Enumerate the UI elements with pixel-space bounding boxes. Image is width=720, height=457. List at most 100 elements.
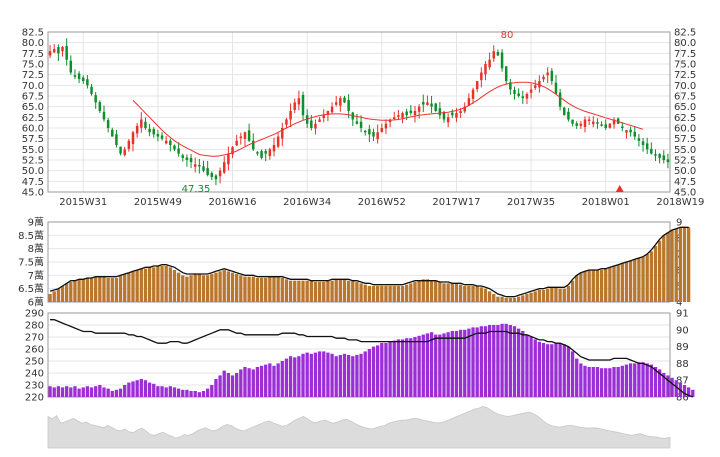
volume-bar — [463, 286, 467, 302]
holders-y-tick-left: 290 — [25, 309, 44, 320]
candle-body — [521, 96, 525, 99]
candle-body — [198, 164, 201, 167]
price-x-tick: 2018W19 — [656, 197, 704, 208]
volume-bar — [264, 278, 268, 302]
candle-body — [214, 175, 218, 180]
candle-body — [575, 123, 578, 126]
candle-body — [61, 46, 64, 52]
holders-bar — [583, 365, 587, 397]
volume-bar — [123, 274, 127, 302]
holders-bar — [682, 385, 687, 397]
holders-y-tick-left: 270 — [25, 333, 44, 344]
holders-bar — [376, 345, 380, 397]
volume-bar — [608, 267, 612, 302]
volume-bar — [554, 287, 558, 302]
volume-bar — [425, 279, 430, 302]
holders-bar — [152, 383, 156, 397]
holders-bar — [363, 351, 367, 397]
volume-bar — [268, 276, 272, 302]
volume-bar — [562, 288, 566, 302]
holders-bar — [168, 386, 172, 397]
candle-body — [334, 102, 338, 105]
price-y-tick-right: 57.5 — [674, 134, 696, 145]
holders-bar — [620, 365, 624, 397]
holders-bar — [251, 369, 255, 397]
holders-bar — [438, 334, 442, 397]
candle-body — [397, 115, 400, 117]
holders-bar — [301, 353, 305, 397]
candle-body — [94, 95, 97, 103]
candle-body — [625, 130, 628, 133]
event-marker-icon — [615, 185, 624, 192]
price-x-tick: 2016W16 — [208, 197, 256, 208]
candle-body — [260, 151, 263, 158]
candle-body — [239, 136, 243, 138]
candle-body — [276, 136, 280, 147]
volume-bar — [164, 266, 168, 302]
candle-body — [73, 75, 77, 77]
volume-bar — [413, 282, 417, 302]
candle-body — [152, 129, 155, 135]
candle-body — [401, 113, 404, 118]
holders-bar — [645, 363, 649, 397]
holders-bar — [662, 373, 666, 397]
candle-body — [633, 131, 636, 137]
candle-body — [293, 102, 296, 110]
volume-bar — [438, 282, 442, 302]
price-y-tick-left: 65.0 — [22, 102, 44, 113]
holders-bar — [226, 373, 231, 397]
holders-bar — [687, 387, 691, 397]
volume-bar — [678, 227, 683, 302]
price-y-tick-right: 70.0 — [674, 81, 696, 92]
volume-bar — [135, 270, 139, 302]
holders-bar — [338, 355, 342, 397]
candle-body — [438, 108, 442, 116]
volume-bar — [139, 268, 143, 302]
volume-bar — [442, 283, 446, 302]
holders-bar — [127, 382, 131, 397]
candle-body — [504, 66, 508, 82]
holders-bar — [446, 332, 450, 397]
holders-bar — [264, 364, 268, 397]
candle-body — [405, 111, 408, 116]
candle-body — [193, 164, 197, 167]
holders-bar — [670, 377, 674, 397]
holders-bar — [666, 375, 670, 397]
candle-body — [368, 129, 371, 135]
candle-body — [160, 135, 164, 139]
volume-bar — [566, 286, 571, 302]
volume-bar — [235, 274, 239, 302]
candle-body — [645, 143, 649, 150]
volume-bar — [52, 291, 56, 302]
candle-body — [156, 134, 160, 137]
volume-bar — [102, 276, 106, 302]
candle-body — [148, 128, 151, 133]
volume-bar — [322, 282, 326, 302]
volume-bar — [201, 275, 206, 302]
holders-bar — [546, 344, 550, 397]
holders-bar — [400, 339, 405, 397]
volume-bar — [384, 286, 388, 302]
holders-y-tick-right: 89 — [676, 342, 689, 353]
holders-bar — [176, 388, 181, 397]
holders-bar — [587, 367, 591, 397]
volume-bar — [197, 274, 202, 302]
holders-bar — [110, 391, 114, 397]
holders-bar — [454, 331, 459, 397]
overview-navigator[interactable] — [47, 406, 671, 449]
candle-body — [310, 120, 313, 128]
holders-bar — [317, 351, 322, 397]
holders-bar — [214, 379, 218, 397]
price-y-tick-left: 57.5 — [22, 134, 44, 145]
holders-y-tick-left: 250 — [25, 357, 44, 368]
candle-body — [384, 123, 388, 129]
volume-bar — [205, 275, 210, 302]
holders-bar — [604, 368, 608, 397]
holders-bar — [156, 386, 160, 397]
volume-bar — [118, 275, 123, 302]
candle-body — [127, 140, 131, 149]
price-y-tick-right: 75.0 — [674, 60, 696, 71]
holders-bar — [73, 386, 77, 397]
